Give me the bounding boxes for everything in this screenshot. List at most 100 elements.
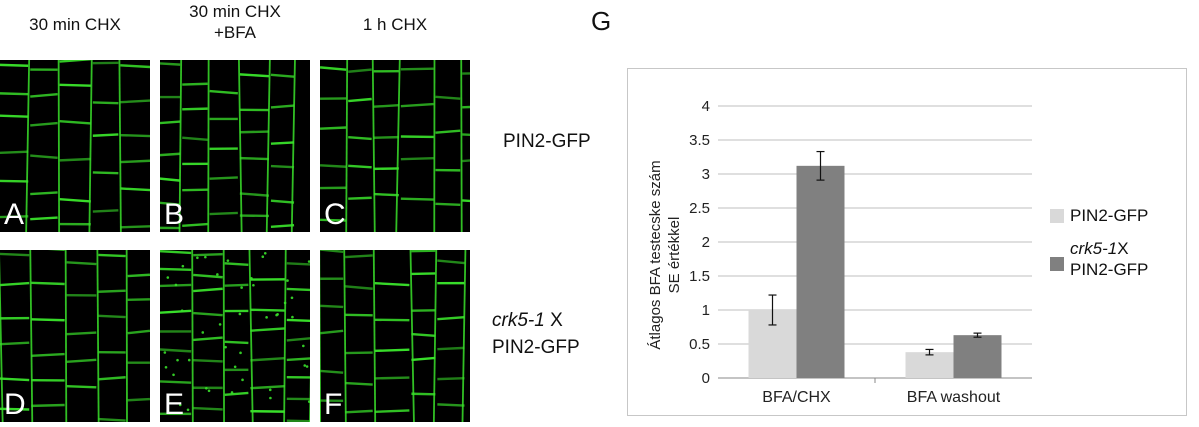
cell-wall-line	[250, 385, 285, 390]
cell-wall-line	[182, 136, 208, 141]
cell-wall-line	[160, 120, 181, 125]
cell-wall-line	[59, 83, 91, 87]
bfa-body-dot	[204, 255, 207, 259]
bfa-body-dot	[226, 259, 230, 262]
cell-wall-line	[98, 289, 126, 293]
cell-wall-line	[270, 223, 295, 228]
bfa-body-dot	[250, 276, 253, 280]
cell-wall-line	[0, 92, 29, 96]
chart-plot: 0 0.5 1 1.5 2 2.5 3 3.5 4 BFA/CHX BFA washout Átl…	[647, 98, 1032, 406]
y-tick-label: 1.5	[689, 268, 710, 285]
y-tick-label: 0	[702, 370, 710, 387]
bfa-body-dot	[166, 276, 170, 279]
cell-wall-line	[345, 285, 373, 290]
bfa-body-dot	[307, 400, 310, 403]
cell-wall-line	[209, 89, 238, 95]
cell-wall-line	[0, 254, 4, 422]
y-tick-label: 0.5	[689, 336, 710, 353]
bfa-body-dot	[240, 286, 243, 289]
row-label-italic: crk5-1	[492, 310, 545, 331]
cell-wall-line	[373, 192, 399, 197]
cell-wall-line	[224, 262, 249, 267]
cell-wall-line	[320, 218, 347, 222]
cell-wall-line	[250, 308, 285, 312]
cell-wall-line	[193, 406, 223, 411]
cell-wall-line	[127, 397, 150, 402]
cell-wall-line	[320, 369, 344, 374]
cell-wall-line	[30, 93, 58, 98]
x-category-label: BFA washout	[907, 389, 1001, 406]
cell-wall-line	[409, 250, 415, 422]
cell-wall-line	[345, 381, 373, 386]
cell-wall-line	[59, 120, 91, 125]
cell-wall-line	[0, 215, 29, 219]
cell-wall-line	[286, 337, 310, 342]
cell-wall-line	[0, 179, 29, 183]
cell-wall-line	[411, 332, 436, 337]
cell-wall-line	[462, 72, 470, 75]
bfa-body-dot	[218, 323, 222, 326]
bfa-body-dot	[290, 296, 294, 300]
cell-wall-line	[31, 281, 65, 286]
cell-wall-line	[59, 60, 91, 63]
cell-wall-line	[435, 202, 461, 207]
bar	[905, 352, 954, 378]
cell-wall-line	[160, 380, 192, 384]
cell-wall-line	[374, 348, 410, 353]
cell-wall-line	[160, 177, 181, 182]
cell-wall-line	[437, 403, 465, 407]
row-label-line2: PIN2-GFP	[492, 337, 580, 358]
cell-wall-line	[30, 191, 58, 196]
column-title-1h-chx: 1 h CHX	[320, 14, 470, 35]
bfa-body-dot	[303, 364, 307, 367]
cell-wall-line	[0, 377, 30, 382]
legend-label: PIN2-GFP	[1070, 206, 1149, 225]
cell-wall-line	[59, 197, 91, 203]
legend-label-line2: PIN2-GFP	[1070, 260, 1149, 279]
cell-wall-line	[348, 135, 372, 141]
cell-wall-line	[400, 157, 434, 161]
cell-wall-line	[373, 135, 399, 139]
cell-wall-line	[320, 250, 344, 253]
row-label-text: X	[544, 310, 563, 331]
cell-wall-line	[66, 384, 97, 389]
bar-chart: 0 0.5 1 1.5 2 2.5 3 3.5 4 BFA/CHX BFA washout Átl…	[627, 68, 1187, 416]
cell-wall-line	[462, 133, 470, 137]
row-label-crk5-1-pin2-gfp: crk5-1 X PIN2-GFP	[492, 307, 580, 361]
bfa-body-dot	[265, 316, 268, 319]
row-label-pin2-gfp: PIN2-GFP	[503, 128, 591, 155]
cell-wall-line	[348, 68, 372, 73]
cell-wall-line	[66, 358, 97, 364]
bfa-body-dot	[172, 373, 175, 377]
cell-wall-line	[462, 105, 470, 109]
cell-wall-line	[265, 60, 271, 232]
bfa-body-dot	[207, 389, 211, 393]
cell-wall-line	[239, 192, 270, 197]
panel-label: F	[324, 388, 343, 421]
cell-wall-line	[224, 283, 249, 287]
cell-wall-line	[120, 99, 150, 104]
cell-wall-line	[98, 417, 126, 422]
cell-wall-line	[160, 309, 192, 314]
legend-entry-crk5-1-pin2-gfp: crk5-1X PIN2-GFP	[1070, 238, 1148, 280]
bfa-body-dot	[164, 365, 168, 369]
cell-wall-line	[348, 196, 372, 200]
cell-wall-line	[127, 273, 150, 278]
bfa-body-dot	[180, 309, 184, 312]
y-tick-label: 1	[702, 302, 710, 319]
bfa-body-dot	[196, 256, 199, 260]
cell-wall-line	[127, 329, 150, 335]
bfa-body-dot	[268, 388, 272, 392]
bfa-body-dot	[205, 387, 208, 390]
cell-wall-line	[239, 73, 270, 78]
cell-wall-image	[320, 250, 467, 422]
cell-wall-line	[182, 82, 208, 86]
cell-wall-line	[0, 150, 29, 154]
cell-wall-line	[191, 250, 194, 422]
bfa-body-dot	[176, 358, 179, 362]
cell-wall-image	[0, 250, 150, 422]
y-tick-label: 3.5	[689, 132, 710, 149]
chart-error-bars	[768, 150, 982, 356]
cell-wall-line	[250, 327, 285, 332]
cell-wall-line	[0, 252, 30, 257]
